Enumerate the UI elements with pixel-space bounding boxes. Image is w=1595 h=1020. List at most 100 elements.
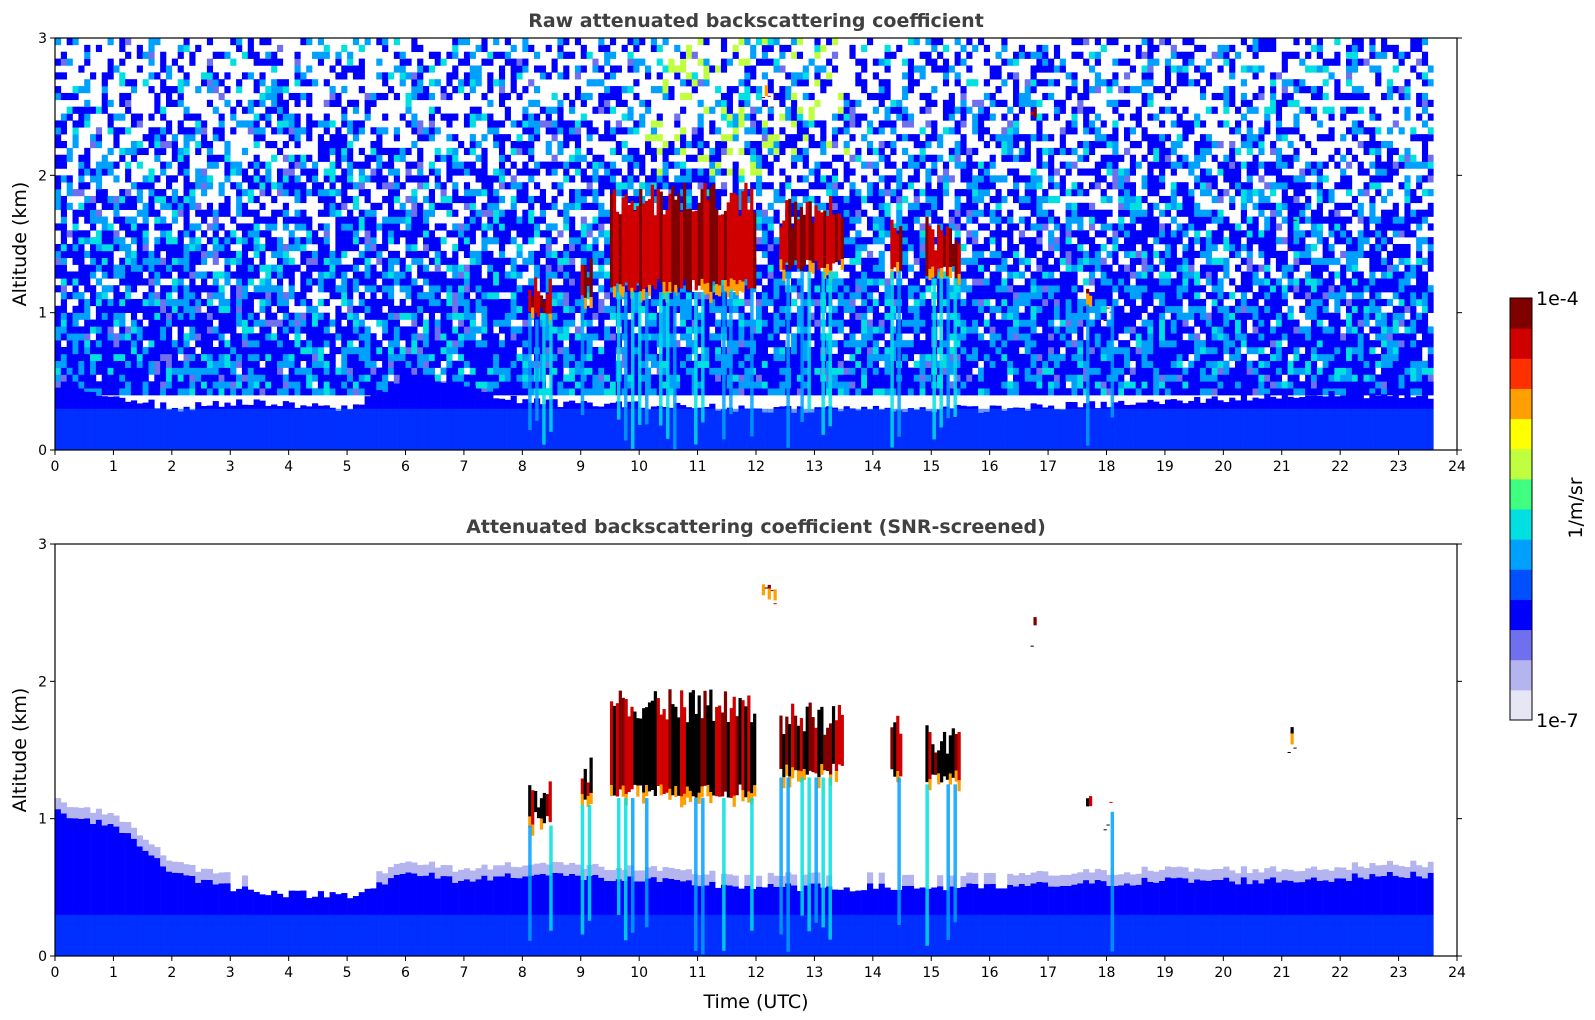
noise-cell xyxy=(84,381,91,389)
noise-cell xyxy=(130,298,138,307)
noise-cell xyxy=(95,347,103,355)
noise-cell xyxy=(814,51,821,59)
noise-cell xyxy=(481,333,488,341)
noise-cell xyxy=(411,278,418,286)
noise-cell xyxy=(469,79,476,87)
noise-cell xyxy=(352,182,360,190)
noise-cell xyxy=(656,38,663,39)
noise-cell xyxy=(417,250,424,259)
noise-cell xyxy=(171,278,178,286)
noise-cell xyxy=(796,106,804,114)
noise-cell xyxy=(352,99,360,107)
noise-cell xyxy=(113,271,120,279)
noise-cell xyxy=(428,305,436,313)
noise-cell xyxy=(107,305,114,313)
noise-cell xyxy=(685,367,693,375)
noise-cell xyxy=(522,161,529,169)
noise-cell xyxy=(849,381,856,389)
noise-cell xyxy=(358,250,365,259)
noise-cell xyxy=(107,353,114,362)
noise-cell xyxy=(347,230,354,238)
noise-cell xyxy=(738,113,745,121)
noise-cell xyxy=(428,353,436,362)
noise-cell xyxy=(732,182,739,190)
noise-cell xyxy=(317,58,325,66)
noise-cell xyxy=(271,51,278,59)
noise-cell xyxy=(563,175,570,183)
noise-cell xyxy=(306,360,313,368)
noise-cell xyxy=(294,381,301,389)
noise-cell xyxy=(650,360,657,368)
noise-cell xyxy=(592,189,599,197)
noise-cell xyxy=(563,202,570,210)
noise-cell xyxy=(458,374,465,382)
noise-cell xyxy=(662,333,669,341)
noise-cell xyxy=(720,92,728,101)
noise-cell xyxy=(72,285,79,293)
noise-cell xyxy=(101,271,108,279)
noise-cell xyxy=(563,360,570,368)
noise-cell xyxy=(785,175,792,183)
noise-cell xyxy=(224,237,231,245)
noise-cell xyxy=(849,195,856,204)
noise-cell xyxy=(241,189,249,197)
noise-cell xyxy=(411,223,418,231)
noise-cell xyxy=(335,230,342,238)
noise-cell xyxy=(662,79,669,87)
noise-cell xyxy=(767,292,774,300)
noise-cell xyxy=(592,127,599,135)
noise-cell xyxy=(125,298,132,307)
noise-cell xyxy=(101,223,108,231)
noise-cell xyxy=(697,292,704,300)
noise-cell xyxy=(551,264,558,272)
noise-cell xyxy=(218,202,225,210)
noise-cell xyxy=(615,120,622,128)
noise-cell xyxy=(469,237,476,245)
noise-cell xyxy=(446,360,453,368)
noise-cell xyxy=(498,72,506,80)
noise-cell xyxy=(469,360,476,368)
noise-cell xyxy=(282,374,289,382)
noise-cell xyxy=(60,257,67,265)
noise-cell xyxy=(685,305,693,313)
noise-cell xyxy=(271,367,278,375)
noise-cell xyxy=(276,99,284,107)
noise-cell xyxy=(84,326,91,334)
noise-cell xyxy=(323,388,330,396)
noise-cell xyxy=(55,312,62,320)
noise-cell xyxy=(218,319,225,327)
noise-cell xyxy=(551,134,558,142)
noise-cell xyxy=(253,86,260,94)
noise-cell xyxy=(732,353,739,362)
noise-cell xyxy=(294,223,301,231)
noise-cell xyxy=(236,340,243,348)
noise-cell xyxy=(148,347,155,355)
noise-cell xyxy=(90,292,97,300)
noise-cell xyxy=(469,147,476,156)
noise-cell xyxy=(773,333,780,341)
noise-cell xyxy=(370,367,377,375)
noise-cell xyxy=(206,319,214,327)
noise-cell xyxy=(323,202,330,210)
noise-cell xyxy=(78,120,85,128)
noise-cell xyxy=(481,168,488,176)
noise-cell xyxy=(744,65,751,73)
noise-cell xyxy=(802,127,809,135)
noise-cell xyxy=(498,223,506,231)
noise-cell xyxy=(423,65,430,73)
noise-cell xyxy=(569,367,576,375)
noise-cell xyxy=(282,388,289,396)
noise-cell xyxy=(569,388,576,396)
noise-cell xyxy=(493,127,500,135)
noise-cell xyxy=(206,340,214,348)
noise-cell xyxy=(504,305,511,313)
noise-cell xyxy=(136,381,143,389)
noise-cell xyxy=(265,347,272,355)
noise-cell xyxy=(335,58,342,66)
noise-cell xyxy=(428,230,436,238)
noise-cell xyxy=(317,271,325,279)
noise-cell xyxy=(855,381,862,389)
noise-cell xyxy=(323,237,330,245)
noise-cell xyxy=(685,381,693,389)
noise-cell xyxy=(604,292,611,300)
